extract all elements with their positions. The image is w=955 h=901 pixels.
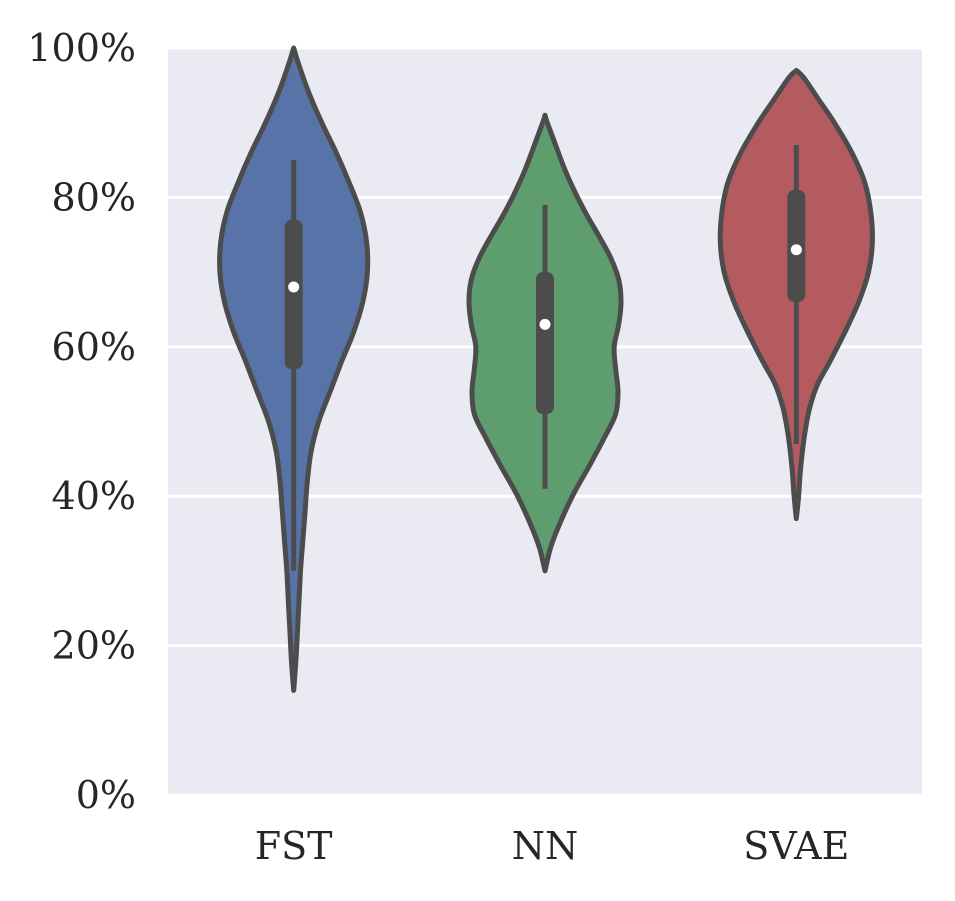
median-point	[539, 318, 551, 330]
violin-nn	[466, 112, 624, 574]
iqr-box	[284, 219, 303, 370]
y-tick-label: 40%	[52, 474, 136, 518]
violin-fst	[217, 45, 371, 693]
median-point	[288, 281, 300, 293]
y-tick-label: 60%	[52, 325, 136, 369]
x-tick-label: FST	[255, 824, 333, 868]
x-tick-label: NN	[512, 824, 579, 868]
median-point	[790, 244, 802, 256]
x-axis-ticks: FST NN SVAE	[255, 824, 850, 868]
violin-svae	[717, 67, 875, 522]
y-axis-ticks: 0% 20% 40% 60% 80% 100%	[27, 26, 136, 817]
iqr-box	[536, 272, 554, 415]
y-tick-label: 80%	[52, 175, 136, 219]
y-tick-label: 0%	[76, 773, 136, 817]
x-tick-label: SVAE	[743, 824, 849, 868]
violins	[217, 45, 875, 693]
y-tick-label: 100%	[27, 26, 136, 70]
y-tick-label: 20%	[52, 624, 136, 668]
